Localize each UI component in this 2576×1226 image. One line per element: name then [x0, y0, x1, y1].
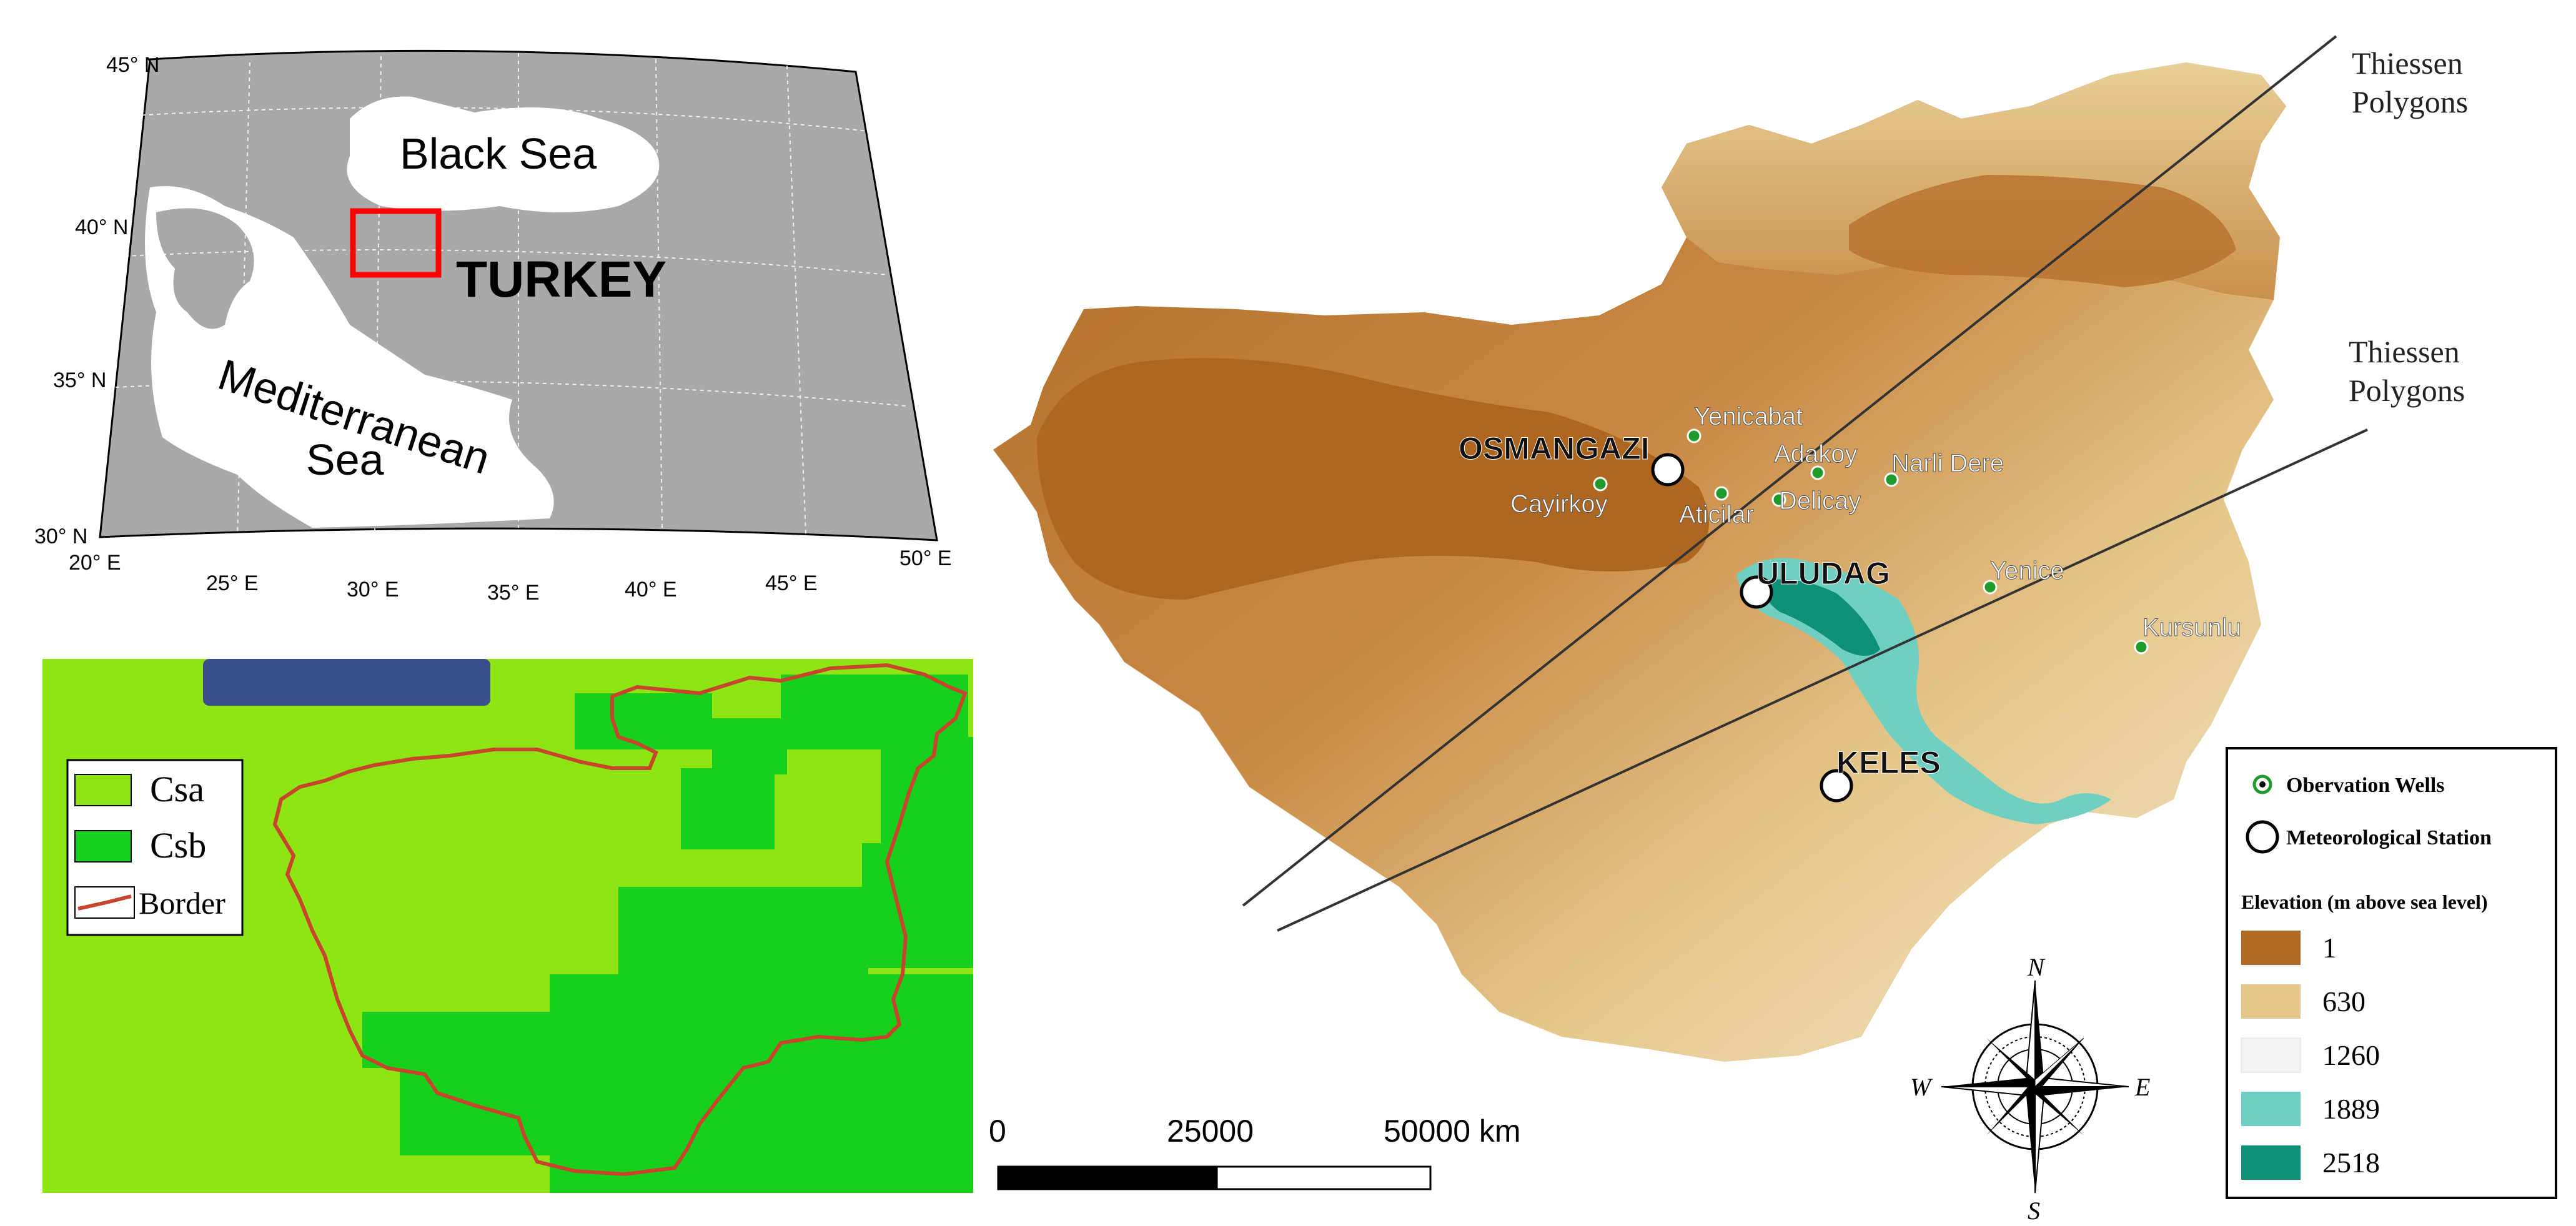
compass-n: N: [2027, 953, 2046, 981]
water-patch: [203, 659, 490, 706]
western-lowland: [1037, 358, 1709, 600]
legend-station-label: Meteorological Station: [2286, 826, 2492, 849]
well-narli-dere-label: Narli Dere: [1891, 450, 2004, 477]
station-keles-label: KELES: [1836, 745, 1941, 780]
study-area-box: [350, 208, 442, 278]
csb-swatch: [74, 830, 132, 863]
lat-label-40: 40° N: [75, 215, 128, 239]
lat-label-30: 30° N: [34, 525, 87, 548]
legend-elev-label-4: 1889: [2322, 1093, 2380, 1125]
compass-s: S: [2028, 1197, 2040, 1225]
well-yenice-marker: [1983, 580, 1998, 595]
legend-elev-swatch-5: [2241, 1145, 2301, 1180]
thiessen-label-2: Thiessen: [2349, 334, 2460, 369]
lon-label-20: 20° E: [69, 551, 121, 575]
well-cayirkoy-marker: [1593, 477, 1608, 492]
black-sea-label: Black Sea: [400, 129, 597, 178]
well-adakoy-label: Adakoy: [1774, 440, 1857, 468]
country-label: TURKEY: [456, 251, 666, 308]
thiessen-label-1b: Polygons: [2352, 84, 2468, 119]
well-yenice-label: Yenice: [1990, 557, 2064, 585]
legend-elevation-title: Elevation (m above sea level): [2241, 891, 2488, 913]
lon-label-30: 30° E: [347, 578, 399, 601]
well-kursunlu-marker: [2134, 640, 2149, 655]
lon-label-45: 45° E: [765, 571, 818, 595]
greece-land: [156, 208, 254, 329]
thiessen-line-1: [1242, 35, 2337, 907]
station-osmangazi-label: OSMANGAZI: [1459, 431, 1650, 466]
legend-elev-label-5: 2518: [2322, 1147, 2380, 1179]
well-narli-dere-marker: [1884, 472, 1899, 487]
station-osmangazi-marker: [1651, 453, 1685, 487]
legend-elev-label-2: 630: [2322, 986, 2365, 1017]
lon-label-50: 50° E: [899, 546, 952, 570]
legend-elev-swatch-1: [2241, 931, 2301, 965]
well-aticilar-label: Aticilar: [1679, 501, 1754, 528]
legend-well-label: Obervation Wells: [2286, 774, 2444, 797]
lon-label-40: 40° E: [625, 578, 677, 601]
inset-map: Black Sea TURKEY Mediterranean Sea 45° N…: [34, 49, 952, 605]
well-delicay-marker: [1771, 492, 1786, 507]
well-adakoy-marker: [1810, 465, 1825, 480]
legend-box: [2226, 747, 2557, 1199]
csb-label: Csb: [150, 825, 206, 866]
compass-north-arrow: [2035, 981, 2044, 1087]
thiessen-line-2: [1277, 428, 2368, 932]
csa-label: Csa: [150, 769, 204, 809]
well-yenicabat-label: Yenicabat: [1694, 403, 1803, 430]
compass-w: W: [1910, 1073, 1933, 1101]
well-delicay-label: Delicay: [1779, 487, 1861, 515]
station-uludag-label: ULUDAG: [1756, 556, 1890, 591]
legend-elev-label-1: 1: [2322, 932, 2337, 964]
station-keles-marker: [1820, 769, 1853, 803]
thiessen-label-2b: Polygons: [2349, 373, 2465, 408]
legend-elev-swatch-2: [2241, 984, 2301, 1019]
scale-bar-black: [997, 1165, 1218, 1190]
uludag-peak: [1761, 579, 1880, 656]
lat-label-45: 45° N: [106, 53, 159, 77]
scale-label-25000: 25000: [1167, 1114, 1254, 1149]
legend-station-icon: [2246, 820, 2279, 854]
well-cayirkoy-label: Cayirkoy: [1510, 490, 1608, 518]
lon-label-25: 25° E: [206, 571, 259, 595]
legend-elev-label-3: 1260: [2322, 1039, 2380, 1071]
border-swatch-line: [77, 894, 132, 911]
lon-label-35: 35° E: [487, 581, 540, 605]
well-kursunlu-label: Kursunlu: [2143, 614, 2241, 641]
climate-map: Csa Csb Border: [42, 659, 973, 1193]
scale-label-50000: 50000 km: [1384, 1114, 1521, 1149]
lat-label-35: 35° N: [53, 368, 106, 392]
mediterranean-sea-label: Sea: [306, 435, 384, 484]
compass-e: E: [2134, 1073, 2150, 1101]
scale-bar: 0 25000 50000 km: [989, 1114, 1521, 1190]
map-legend: Obervation Wells Meteorological Station …: [2226, 747, 2557, 1199]
well-yenicabat-marker: [1687, 428, 1702, 443]
csa-swatch: [74, 774, 132, 806]
border-label: Border: [139, 886, 225, 921]
station-uludag-marker: [1740, 575, 1773, 609]
scale-bar-white: [1216, 1165, 1432, 1190]
elevation-map: Thiessen Polygons Thiessen Polygons OSMA…: [993, 35, 2468, 1062]
northern-lowland: [1849, 175, 2236, 287]
compass-rose: N S E W: [1910, 953, 2150, 1225]
thiessen-label-1: Thiessen: [2352, 46, 2463, 81]
well-aticilar-marker: [1714, 486, 1729, 501]
legend-elev-swatch-3: [2241, 1037, 2301, 1073]
observation-wells: Yenicabat Adakoy Narli Dere Cayirkoy Ati…: [1510, 403, 2241, 655]
study-area-border: [272, 663, 968, 1177]
scale-label-0: 0: [989, 1114, 1006, 1149]
legend-elev-swatch-4: [2241, 1092, 2301, 1126]
black-sea-water: [347, 96, 660, 212]
